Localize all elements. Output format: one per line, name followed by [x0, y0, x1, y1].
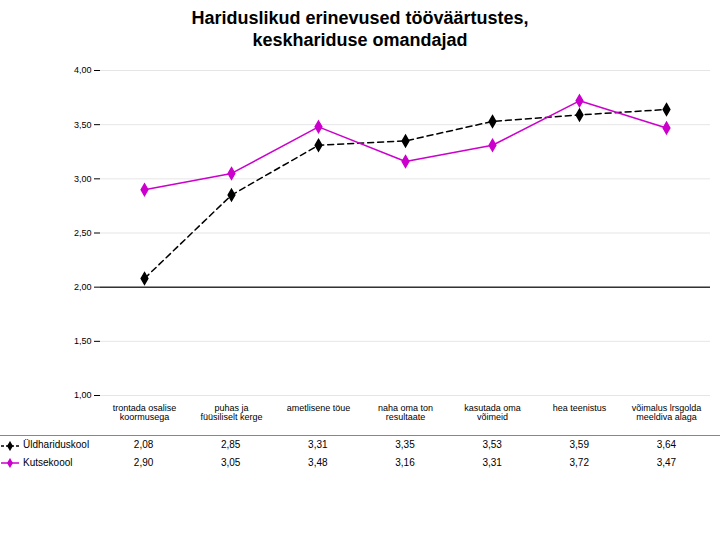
html-text:3,59: 3,59	[569, 439, 589, 451]
html-text:3,31: 3,31	[308, 439, 328, 451]
svg-text:hea teenistus: hea teenistus	[553, 403, 607, 413]
svg-text:võimalus lrsgoldameeldiva alag: võimalus lrsgoldameeldiva alaga	[632, 403, 702, 422]
html-text:2,08: 2,08	[133, 439, 154, 451]
svg-text:puhas jafüüsiliselt kerge: puhas jafüüsiliselt kerge	[200, 403, 262, 422]
svg-text:1,50: 1,50	[74, 336, 92, 346]
html-text:3,64: 3,64	[656, 439, 677, 451]
svg-text:3,50: 3,50	[74, 120, 92, 130]
svg-text:2,00: 2,00	[74, 282, 92, 292]
svg-text:1,00: 1,00	[74, 391, 92, 401]
html-text:Üldhariduskool: Üldhariduskool	[23, 439, 90, 451]
html-text:2,90: 2,90	[133, 456, 154, 468]
html-text:2,85: 2,85	[221, 439, 241, 451]
html-text:3,53: 3,53	[482, 439, 502, 451]
svg-text:4,00: 4,00	[74, 66, 92, 76]
html-text:3,48: 3,48	[308, 456, 328, 468]
html-text:3,05: 3,05	[221, 456, 241, 468]
html-text:3,35: 3,35	[395, 439, 415, 451]
svg-text:kasutada omavõimeid: kasutada omavõimeid	[464, 403, 521, 422]
svg-text:trontada osalisekoormusega: trontada osalisekoormusega	[113, 403, 177, 422]
svg-text:naha oma tonresultaate: naha oma tonresultaate	[378, 403, 433, 422]
html-text:Kutsekoool: Kutsekoool	[23, 456, 73, 468]
html-text:Hariduslikud erinevused töövää: Hariduslikud erinevused tööväärtustes, k…	[191, 8, 529, 50]
svg-text:ametlisene töue: ametlisene töue	[287, 403, 351, 413]
html-text:3,31: 3,31	[482, 456, 502, 468]
svg-text:3,00: 3,00	[74, 174, 92, 184]
html-text:3,47: 3,47	[656, 456, 677, 468]
html-text:3,16: 3,16	[395, 456, 415, 468]
svg-text:2,50: 2,50	[74, 228, 92, 238]
html-text:3,72: 3,72	[569, 456, 589, 468]
